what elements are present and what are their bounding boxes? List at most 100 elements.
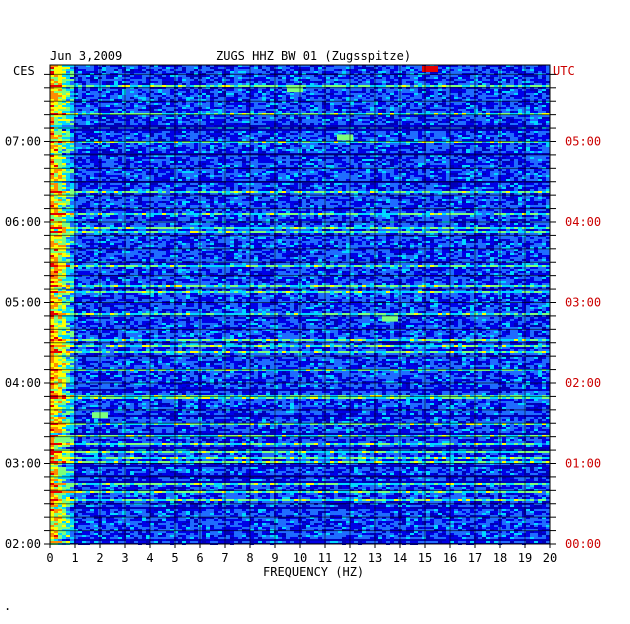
spectrogram-cell <box>278 95 282 97</box>
spectrogram-cell <box>410 97 414 99</box>
spectrogram-cell <box>82 157 86 159</box>
spectrogram-cell <box>482 159 486 161</box>
spectrogram-cell <box>546 131 550 133</box>
spectrogram-cell <box>242 151 246 153</box>
spectrogram-cell <box>54 75 58 77</box>
spectrogram-cell <box>330 103 334 105</box>
spectrogram-cell <box>134 109 138 111</box>
spectrogram-cell <box>142 159 146 161</box>
spectrogram-cell <box>146 155 150 157</box>
spectrogram-cell <box>542 115 546 117</box>
spectrogram-cell <box>454 123 458 125</box>
spectrogram-cell <box>182 145 186 147</box>
spectrogram-cell <box>70 83 74 85</box>
spectrogram-cell <box>254 133 258 135</box>
spectrogram-cell <box>138 65 142 67</box>
spectrogram-cell <box>226 139 230 141</box>
spectrogram-cell <box>282 95 286 97</box>
spectrogram-cell <box>514 115 518 117</box>
spectrogram-cell <box>546 71 550 73</box>
spectrogram-cell <box>354 123 358 125</box>
spectrogram-cell <box>142 149 146 151</box>
spectrogram-cell <box>518 77 522 79</box>
spectrogram-cell <box>166 109 170 111</box>
spectrogram-cell <box>434 141 438 143</box>
spectrogram-cell <box>418 147 422 149</box>
spectrogram-cell <box>318 117 322 119</box>
spectrogram-cell <box>58 99 62 101</box>
spectrogram-cell <box>410 105 414 107</box>
spectrogram-cell <box>138 105 142 107</box>
spectrogram-cell <box>130 131 134 133</box>
spectrogram-cell <box>230 145 234 147</box>
spectrogram-cell <box>162 123 166 125</box>
spectrogram-cell <box>410 119 414 121</box>
spectrogram-cell <box>322 109 326 111</box>
spectrogram-cell <box>518 131 522 133</box>
spectrogram-cell <box>282 123 286 125</box>
spectrogram-cell <box>334 85 338 87</box>
spectrogram-cell <box>422 75 426 77</box>
spectrogram-cell <box>510 137 514 139</box>
spectrogram-cell <box>402 83 406 85</box>
spectrogram-cell <box>514 97 518 99</box>
spectrogram-cell <box>150 95 154 97</box>
spectrogram-cell <box>238 83 242 85</box>
spectrogram-cell <box>466 147 470 149</box>
spectrogram-cell <box>122 99 126 101</box>
spectrogram-cell <box>410 95 414 97</box>
spectrogram-cell <box>402 111 406 113</box>
spectrogram-cell <box>222 99 226 101</box>
spectrogram-cell <box>342 67 346 69</box>
spectrogram-cell <box>378 139 382 141</box>
spectrogram-cell <box>426 131 430 133</box>
spectrogram-cell <box>306 119 310 121</box>
spectrogram-cell <box>378 155 382 157</box>
spectrogram-cell <box>130 135 134 137</box>
spectrogram-cell <box>458 141 462 143</box>
spectrogram-cell <box>286 139 290 141</box>
spectrogram-cell <box>458 109 462 111</box>
spectrogram-cell <box>446 155 450 157</box>
spectrogram-cell <box>62 113 66 115</box>
spectrogram-cell <box>270 95 274 97</box>
spectrogram-cell <box>466 131 470 133</box>
spectrogram-cell <box>286 101 290 103</box>
spectrogram-cell <box>466 119 470 121</box>
spectrogram-cell <box>538 75 542 77</box>
spectrogram-cell <box>194 113 198 115</box>
spectrogram-cell <box>318 71 322 73</box>
spectrogram-cell <box>58 117 62 119</box>
spectrogram-cell <box>58 151 62 153</box>
spectrogram-cell <box>138 113 142 115</box>
spectrogram-cell <box>330 91 334 93</box>
spectrogram-cell <box>118 119 122 121</box>
spectrogram-cell <box>110 139 114 141</box>
spectrogram-cell <box>450 125 454 127</box>
spectrogram-cell <box>330 141 334 143</box>
spectrogram-cell <box>218 105 222 107</box>
spectrogram-cell <box>342 159 346 161</box>
spectrogram-cell <box>390 139 394 141</box>
spectrogram-cell <box>178 141 182 143</box>
spectrogram-cell <box>478 117 482 119</box>
spectrogram-cell <box>166 151 170 153</box>
spectrogram-cell <box>114 143 118 145</box>
spectrogram-cell <box>438 155 442 157</box>
spectrogram-cell <box>518 81 522 83</box>
spectrogram-cell <box>86 81 90 83</box>
spectrogram-cell <box>522 91 526 93</box>
spectrogram-cell <box>254 75 258 77</box>
spectrogram-cell <box>466 107 470 109</box>
spectrogram-cell <box>418 159 422 161</box>
spectrogram-cell <box>426 155 430 157</box>
spectrogram-cell <box>230 123 234 125</box>
spectrogram-cell <box>510 139 514 141</box>
spectrogram-cell <box>254 69 258 71</box>
spectrogram-cell <box>226 107 230 109</box>
spectrogram-cell <box>238 85 242 87</box>
spectrogram-cell <box>394 155 398 157</box>
spectrogram-cell <box>58 105 62 107</box>
spectrogram-cell <box>386 79 390 81</box>
spectrogram-cell <box>530 107 534 109</box>
